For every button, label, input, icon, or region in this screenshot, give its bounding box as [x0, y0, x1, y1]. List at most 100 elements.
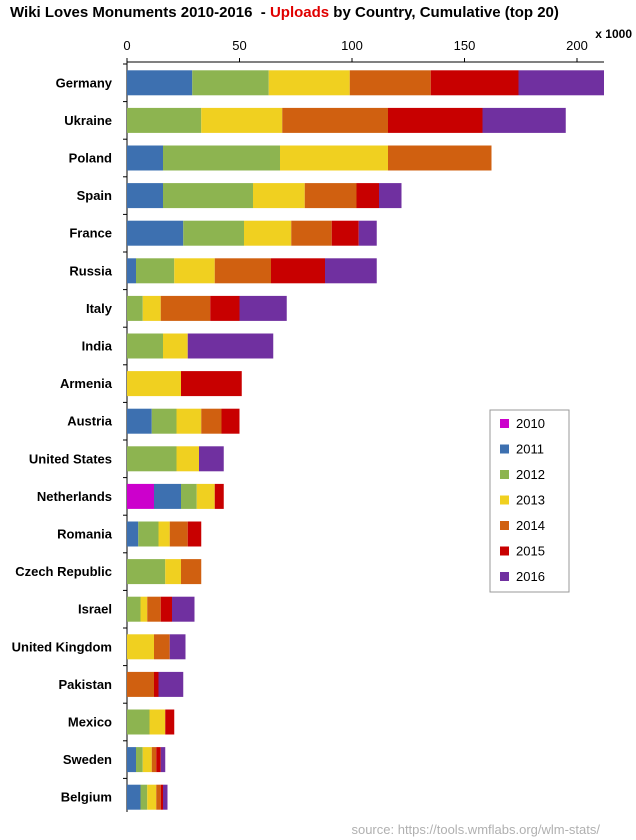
category-label-11: Netherlands [37, 489, 112, 504]
bar-ukraine-2012 [127, 107, 202, 133]
bar-france-2011 [127, 220, 184, 246]
bar-belgium-2014 [156, 784, 161, 810]
legend-swatch-2010 [500, 419, 509, 428]
bar-italy-2016 [239, 295, 287, 321]
bar-italy-2015 [210, 295, 240, 321]
bar-poland-2012 [163, 145, 280, 171]
chart-title: Wiki Loves Monuments 2010-2016 - Uploads… [10, 4, 559, 21]
category-label-18: Sweden [63, 752, 112, 767]
bar-romania-2011 [127, 521, 139, 547]
bar-sweden-2015 [156, 747, 161, 773]
source-note: source: https://tools.wmflabs.org/wlm-st… [351, 822, 600, 837]
bar-russia-2016 [325, 258, 377, 284]
legend-label-2011: 2011 [516, 442, 544, 457]
bar-austria-2013 [176, 408, 202, 434]
bar-belgium-2016 [163, 784, 168, 810]
category-label-6: Italy [86, 301, 113, 316]
bar-russia-2013 [174, 258, 215, 284]
x-ticks: 0 50 100 150 200 [123, 38, 588, 62]
x-tick-label-1: 50 [232, 38, 246, 53]
legend-swatch-2015 [500, 546, 509, 556]
bar-united-kingdom-2016 [169, 634, 186, 660]
bar-pakistan-2014 [127, 671, 154, 697]
bar-israel-2014 [147, 596, 161, 622]
chart-title-prefix: Wiki Loves Monuments 2010-2016 - [10, 4, 270, 21]
category-label-7: India [82, 339, 113, 354]
x-tick-label-4: 200 [566, 38, 588, 53]
bar-romania-2012 [138, 521, 159, 547]
bar-poland-2013 [280, 145, 388, 171]
bar-ukraine-2015 [388, 107, 483, 133]
bar-belgium-2013 [147, 784, 157, 810]
legend-swatch-2011 [500, 444, 509, 454]
legend-swatch-2016 [500, 572, 509, 581]
category-label-2: Poland [69, 151, 112, 166]
bar-sweden-2013 [142, 747, 152, 773]
bar-israel-2016 [172, 596, 195, 622]
bar-netherlands-2015 [214, 483, 224, 509]
bar-italy-2013 [142, 295, 161, 321]
category-label-8: Armenia [60, 376, 113, 391]
bar-india-2013 [163, 333, 188, 359]
bar-germany-2016 [518, 70, 604, 96]
bar-ukraine-2016 [482, 107, 566, 133]
bar-romania-2014 [169, 521, 188, 547]
bar-belgium-2011 [127, 784, 141, 810]
x-tick-label-2: 100 [341, 38, 363, 53]
bar-israel-2012 [127, 596, 141, 622]
category-label-0: Germany [56, 75, 113, 90]
category-label-5: Russia [69, 263, 112, 278]
bar-sweden-2014 [151, 747, 157, 773]
bar-united-states-2012 [127, 446, 177, 472]
bar-france-2013 [244, 220, 292, 246]
bar-belgium-2012 [140, 784, 148, 810]
bar-armenia-2013 [127, 371, 181, 397]
legend-swatch-2012 [500, 470, 509, 479]
bar-israel-2015 [160, 596, 172, 622]
bar-netherlands-2011 [154, 483, 181, 509]
bar-italy-2012 [127, 295, 143, 321]
bar-pakistan-2016 [158, 671, 184, 697]
legend-label-2015: 2015 [516, 544, 545, 559]
bar-germany-2011 [127, 70, 193, 96]
bar-germany-2012 [192, 70, 269, 96]
category-label-1: Ukraine [64, 113, 112, 128]
bar-france-2014 [291, 220, 332, 246]
bar-italy-2014 [160, 295, 211, 321]
legend: 2010 2011 2012 2013 2014 2015 2016 [489, 409, 570, 593]
category-label-17: Mexico [68, 715, 112, 730]
bar-united-kingdom-2013 [127, 634, 154, 660]
category-label-14: Israel [78, 602, 112, 617]
bar-spain-2013 [253, 183, 305, 209]
bar-mexico-2013 [149, 709, 166, 735]
bar-germany-2013 [268, 70, 350, 96]
bar-ukraine-2014 [282, 107, 388, 133]
legend-swatch-2013 [500, 495, 509, 505]
category-label-4: France [69, 226, 112, 241]
bar-germany-2014 [349, 70, 431, 96]
bar-united-states-2013 [176, 446, 199, 472]
bar-spain-2015 [356, 183, 379, 209]
bar-france-2012 [183, 220, 244, 246]
bar-poland-2014 [388, 145, 492, 171]
chart-title-accent: Uploads [270, 4, 329, 21]
bar-sweden-2012 [136, 747, 143, 773]
bar-netherlands-2013 [196, 483, 215, 509]
bar-russia-2015 [271, 258, 325, 284]
bar-germany-2015 [430, 70, 519, 96]
bar-russia-2011 [127, 258, 136, 284]
category-label-13: Czech Republic [15, 564, 112, 579]
category-label-15: United Kingdom [12, 639, 112, 654]
bar-sweden-2016 [160, 747, 166, 773]
legend-swatch-2014 [500, 521, 509, 530]
bar-israel-2013 [140, 596, 148, 622]
chart-title-suffix: by Country, Cumulative (top 20) [329, 4, 559, 21]
legend-label-2010: 2010 [516, 416, 545, 431]
legend-label-2014: 2014 [516, 518, 545, 533]
bar-czech-republic-2012 [127, 559, 166, 585]
bar-spain-2016 [379, 183, 402, 209]
category-label-3: Spain [77, 188, 112, 203]
bar-netherlands-2010 [127, 483, 154, 509]
bar-france-2015 [331, 220, 359, 246]
